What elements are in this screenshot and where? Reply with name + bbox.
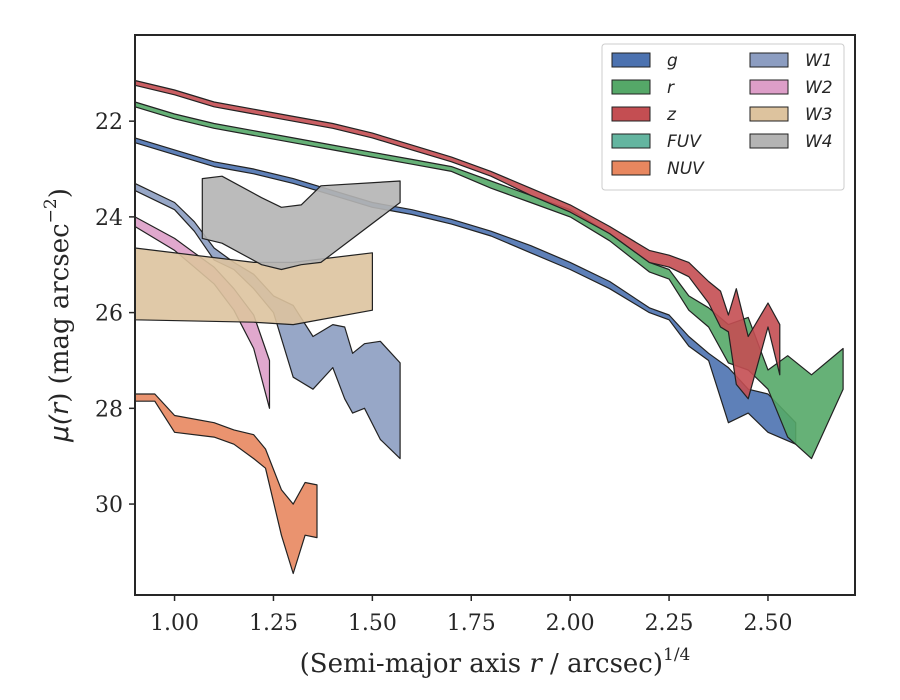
band-nuv	[134, 393, 318, 575]
legend-swatch-w1	[749, 52, 789, 68]
legend-label-w3: W3	[805, 105, 833, 125]
y-axis-label: μ(r) (mag arcsec−2)	[41, 188, 75, 443]
x-tick-label: 2.50	[743, 611, 792, 636]
band-r	[134, 101, 844, 460]
x-tick-label: 2.00	[546, 611, 595, 636]
x-tick-label: 1.50	[348, 611, 397, 636]
band-z	[134, 79, 781, 400]
legend-label-nuv: NUV	[667, 159, 705, 179]
series-layer	[134, 79, 844, 575]
legend: grz FUV NUV W1 W2 W3 W4	[601, 43, 845, 191]
legend-label-fuv: FUV	[667, 132, 702, 152]
plot-frame	[134, 34, 856, 596]
legend-swatch-fuv	[611, 133, 651, 149]
x-tick-label: 1.00	[150, 611, 199, 636]
x-tick-label: 1.25	[249, 611, 298, 636]
legend-swatch-w4	[749, 133, 789, 149]
legend-label-w1: W1	[805, 51, 833, 71]
legend-swatch-z	[611, 106, 651, 122]
legend-label-z: z	[666, 105, 677, 125]
y-tick-label: 30	[95, 493, 123, 518]
y-tick-label: 26	[95, 302, 123, 327]
legend-swatch-r	[611, 79, 651, 95]
legend-label-w2: W2	[805, 78, 833, 98]
x-tick-label: 2.25	[645, 611, 694, 636]
legend-label-w4: W4	[805, 132, 833, 152]
legend-label-r: r	[667, 78, 675, 98]
legend-swatch-w2	[749, 79, 789, 95]
x-axis-label: (Semi-major axis r / arcsec)1/4	[300, 645, 691, 679]
band-w4	[201, 175, 401, 271]
y-tick-label: 28	[95, 397, 123, 422]
x-tick-label: 1.75	[447, 611, 496, 636]
legend-swatch-g	[611, 52, 651, 68]
legend-label-g: g	[667, 51, 678, 71]
legend-swatch-nuv	[611, 160, 651, 176]
x-axis: 1.00 1.25 1.50 1.75 2.00 2.25 2.50	[150, 595, 792, 636]
y-tick-label: 22	[95, 110, 123, 135]
y-tick-label: 24	[95, 206, 123, 231]
legend-swatch-w3	[749, 106, 789, 122]
y-axis: 22 24 26 28 30	[95, 110, 135, 518]
